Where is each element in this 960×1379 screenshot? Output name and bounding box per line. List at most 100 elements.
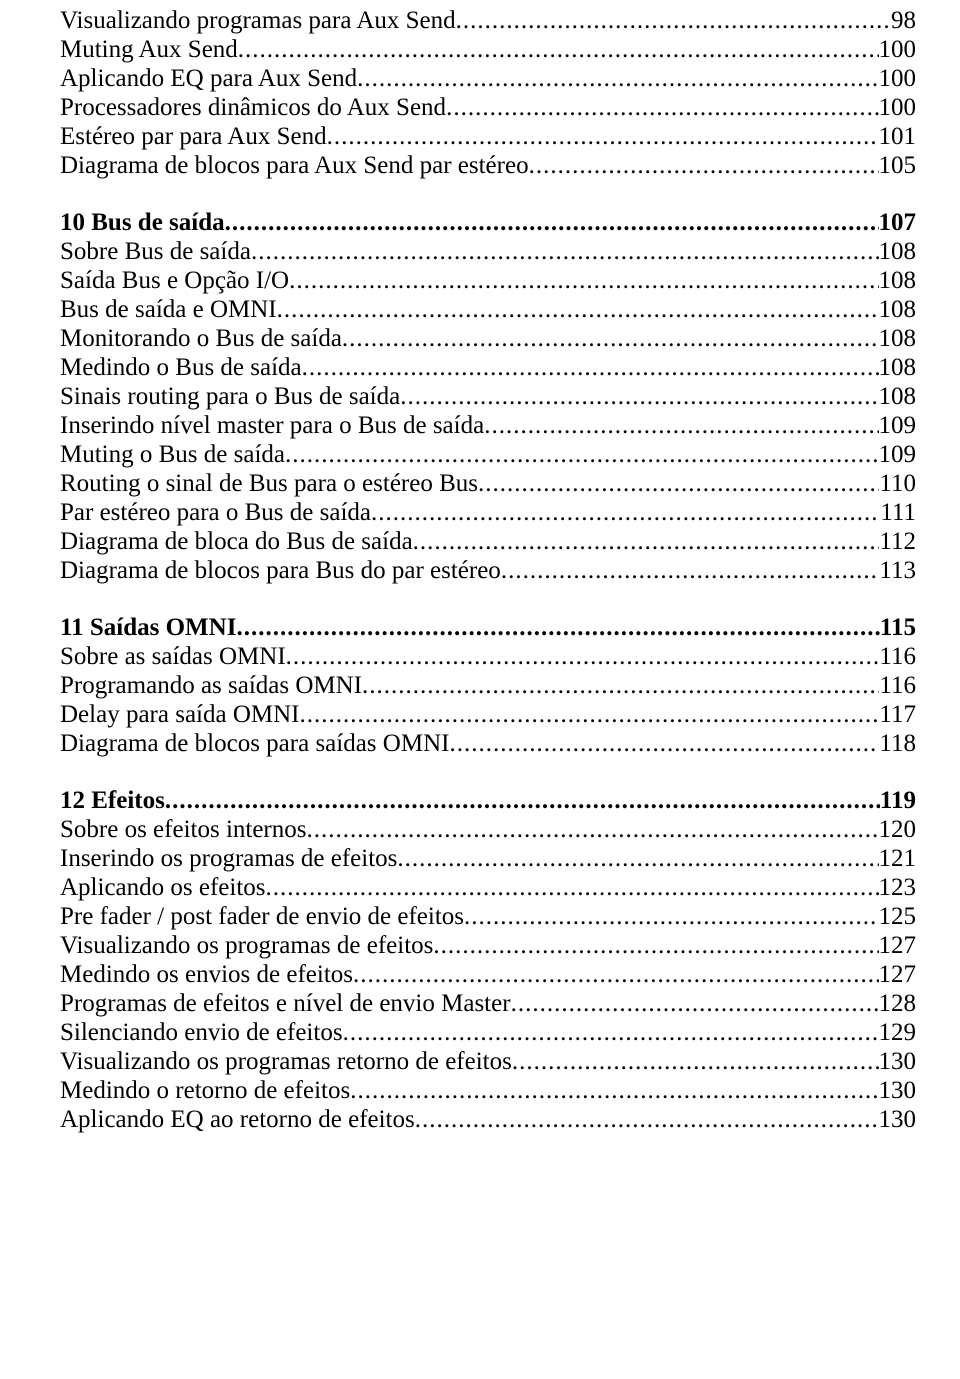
toc-entry: 11 Saídas OMNI115 [60, 613, 916, 642]
toc-leader-dots [353, 960, 878, 989]
toc-entry-page: 130 [879, 1076, 917, 1105]
table-of-contents: Visualizando programas para Aux Send98Mu… [60, 6, 916, 1134]
toc-leader-dots [511, 989, 879, 1018]
toc-entry-page: 98 [891, 6, 916, 35]
toc-entry-page: 120 [879, 815, 917, 844]
toc-entry: Aplicando EQ para Aux Send100 [60, 64, 916, 93]
toc-entry-page: 108 [879, 324, 917, 353]
toc-leader-dots [433, 931, 878, 960]
toc-entry: Pre fader / post fader de envio de efeit… [60, 902, 916, 931]
toc-entry-page: 130 [879, 1105, 917, 1134]
toc-leader-dots [266, 873, 879, 902]
toc-entry: Processadores dinâmicos do Aux Send100 [60, 93, 916, 122]
toc-entry-title: Pre fader / post fader de envio de efeit… [60, 902, 464, 931]
toc-entry: Visualizando programas para Aux Send 98 [60, 6, 916, 35]
toc-leader-dots [306, 815, 878, 844]
toc-entry-title: Muting o Bus de saída [60, 440, 285, 469]
toc-entry-title: Visualizando programas para Aux Send [60, 6, 456, 35]
toc-entry: Monitorando o Bus de saída 108 [60, 324, 916, 353]
toc-leader-dots [327, 122, 879, 151]
toc-entry-page: 108 [879, 353, 917, 382]
toc-leader-dots [343, 1018, 879, 1047]
toc-entry-title: Aplicando EQ ao retorno de efeitos [60, 1105, 415, 1134]
toc-entry: Diagrama de blocos para Bus do par estér… [60, 556, 916, 585]
toc-entry: Diagrama de blocos para saídas OMNI 118 [60, 729, 916, 758]
toc-entry-title: Routing o sinal de Bus para o estéreo Bu… [60, 469, 478, 498]
toc-leader-dots [350, 1076, 878, 1105]
toc-leader-dots [357, 64, 878, 93]
toc-leader-dots [501, 556, 880, 585]
toc-entry-page: 109 [879, 440, 917, 469]
toc-entry-page: 127 [879, 931, 917, 960]
toc-entry-page: 125 [879, 902, 917, 931]
toc-entry: Medindo o retorno de efeitos130 [60, 1076, 916, 1105]
toc-entry-title: Bus de saída e OMNI [60, 295, 277, 324]
toc-entry-title: Diagrama de blocos para saídas OMNI [60, 729, 449, 758]
toc-entry: Diagrama de bloca do Bus de saída 112 [60, 527, 916, 556]
toc-leader-dots [449, 729, 879, 758]
toc-entry-title: Sinais routing para o Bus de saída [60, 382, 400, 411]
toc-entry: Saída Bus e Opção I/O 108 [60, 266, 916, 295]
toc-entry-page: 121 [879, 844, 917, 873]
toc-entry-title: Visualizando os programas de efeitos [60, 931, 433, 960]
toc-leader-dots [362, 671, 879, 700]
toc-entry-page: 105 [879, 151, 917, 180]
toc-entry: Aplicando os efeitos123 [60, 873, 916, 902]
toc-entry-page: 113 [879, 556, 916, 585]
toc-entry-page: 112 [879, 527, 916, 556]
toc-entry: Inserindo os programas de efeitos 121 [60, 844, 916, 873]
toc-entry-title: Par estéreo para o Bus de saída [60, 498, 371, 527]
toc-leader-dots [400, 382, 878, 411]
toc-entry: Programas de efeitos e nível de envio Ma… [60, 989, 916, 1018]
toc-leader-dots [478, 469, 879, 498]
toc-entry: 10 Bus de saída107 [60, 208, 916, 237]
toc-leader-dots [529, 151, 879, 180]
toc-entry-title: Saída Bus e Opção I/O [60, 266, 289, 295]
toc-leader-dots [413, 527, 880, 556]
toc-entry-title: Medindo o Bus de saída [60, 353, 302, 382]
toc-entry-page: 100 [879, 35, 917, 64]
toc-entry-title: Aplicando os efeitos [60, 873, 266, 902]
toc-entry-title: Sobre os efeitos internos [60, 815, 306, 844]
toc-entry-page: 110 [879, 469, 916, 498]
toc-entry-page: 108 [879, 382, 917, 411]
toc-entry-page: 127 [879, 960, 917, 989]
toc-entry: Programando as saídas OMNI116 [60, 671, 916, 700]
toc-entry: Diagrama de blocos para Aux Send par est… [60, 151, 916, 180]
toc-leader-dots [238, 35, 879, 64]
toc-entry-title: Sobre as saídas OMNI [60, 642, 286, 671]
toc-leader-dots [464, 902, 878, 931]
toc-entry-title: Inserindo nível master para o Bus de saí… [60, 411, 484, 440]
toc-entry-page: 118 [879, 729, 916, 758]
toc-entry-title: Monitorando o Bus de saída [60, 324, 342, 353]
toc-entry: Muting o Bus de saída 109 [60, 440, 916, 469]
toc-entry-title: Aplicando EQ para Aux Send [60, 64, 357, 93]
toc-entry-title: Inserindo os programas de efeitos [60, 844, 397, 873]
toc-entry-page: 116 [879, 642, 916, 671]
toc-entry-page: 111 [880, 498, 916, 527]
toc-entry-title: Diagrama de bloca do Bus de saída [60, 527, 413, 556]
toc-leader-dots [456, 6, 891, 35]
toc-entry: Visualizando os programas de efeitos 127 [60, 931, 916, 960]
toc-entry: Sobre os efeitos internos 120 [60, 815, 916, 844]
toc-entry-page: 108 [879, 266, 917, 295]
toc-leader-dots [371, 498, 880, 527]
toc-entry-page: 130 [879, 1047, 917, 1076]
toc-entry-title: Programas de efeitos e nível de envio Ma… [60, 989, 511, 1018]
toc-leader-dots [302, 353, 879, 382]
toc-entry-page: 100 [879, 93, 917, 122]
toc-entry: Visualizando os programas retorno de efe… [60, 1047, 916, 1076]
toc-entry: Silenciando envio de efeitos129 [60, 1018, 916, 1047]
toc-leader-dots [397, 844, 878, 873]
toc-entry: Medindo o Bus de saída 108 [60, 353, 916, 382]
toc-leader-dots [286, 642, 880, 671]
toc-entry-page: 117 [879, 700, 916, 729]
toc-entry-page: 101 [879, 122, 917, 151]
toc-entry-title: 12 Efeitos [60, 786, 165, 815]
toc-spacer [60, 585, 916, 613]
toc-entry-page: 107 [879, 208, 917, 237]
toc-leader-dots [225, 208, 879, 237]
toc-entry: Sinais routing para o Bus de saída 108 [60, 382, 916, 411]
toc-entry: Muting Aux Send100 [60, 35, 916, 64]
toc-entry-title: Silenciando envio de efeitos [60, 1018, 343, 1047]
